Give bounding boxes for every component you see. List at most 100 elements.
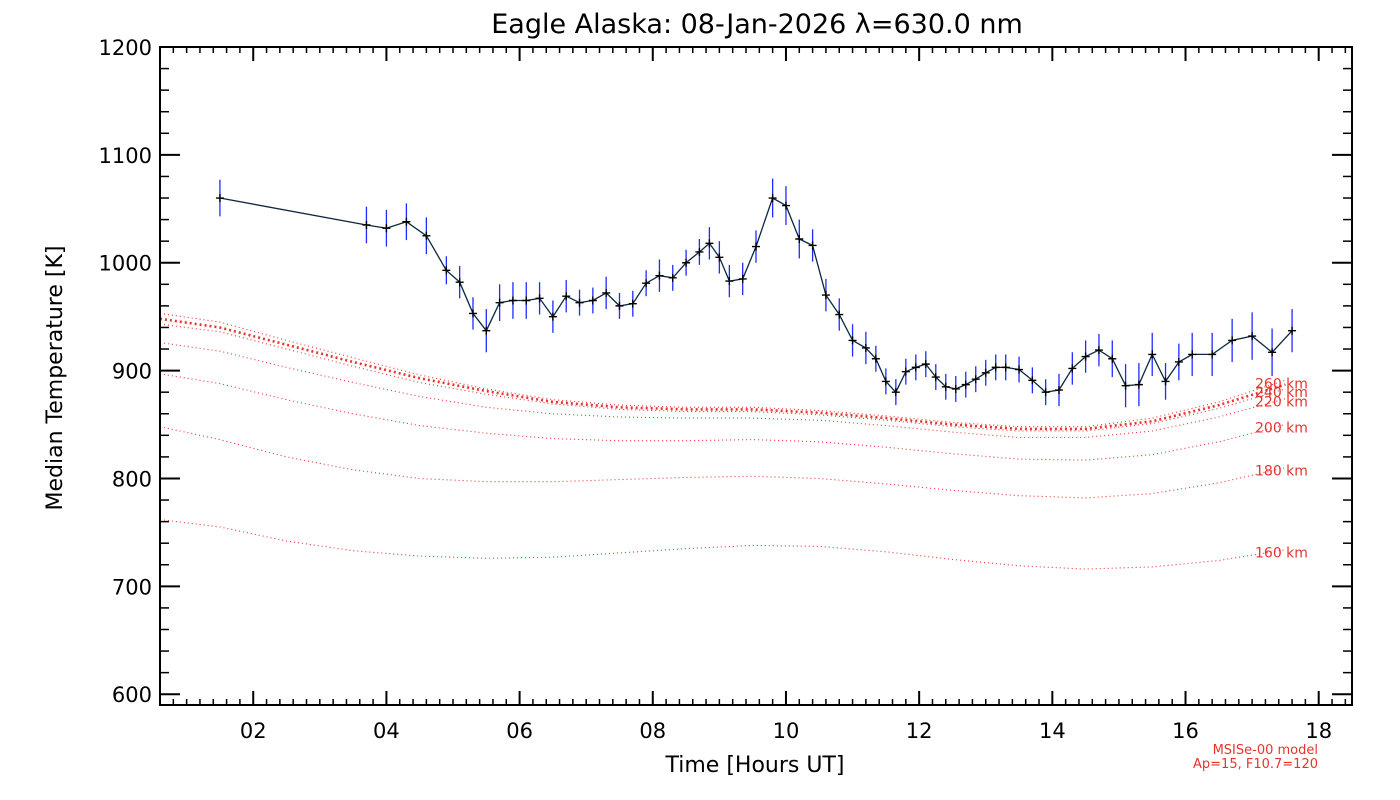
data-point bbox=[628, 299, 637, 308]
data-point bbox=[1028, 376, 1037, 385]
data-point bbox=[642, 279, 651, 288]
x-tick-label: 16 bbox=[1172, 719, 1199, 743]
x-tick-label: 18 bbox=[1305, 719, 1332, 743]
data-point bbox=[971, 375, 980, 384]
data-point bbox=[588, 296, 597, 305]
model-curve-220-km bbox=[159, 342, 1286, 439]
y-tick-label: 1200 bbox=[99, 36, 152, 60]
data-point bbox=[508, 296, 517, 305]
model-curve-240-km bbox=[159, 323, 1286, 432]
x-tick-label: 06 bbox=[506, 719, 533, 743]
data-point bbox=[901, 367, 910, 376]
data-point bbox=[215, 194, 224, 203]
model-label-260-km: 260 km bbox=[1255, 376, 1308, 392]
y-axis-label: Median Temperature [K] bbox=[43, 246, 68, 511]
data-point bbox=[1054, 386, 1063, 395]
data-point bbox=[861, 343, 870, 352]
axes: 02 04 06 08 10 12 14 16 18 600 700 800 900 1000 1100 12… bbox=[99, 36, 1353, 743]
data-point bbox=[362, 220, 371, 229]
data-point bbox=[795, 235, 804, 244]
data-point bbox=[931, 373, 940, 382]
data-point bbox=[615, 301, 624, 310]
data-point bbox=[961, 380, 970, 389]
data-point bbox=[1015, 365, 1024, 374]
data-point bbox=[495, 298, 504, 307]
data-point bbox=[535, 294, 544, 303]
data-point bbox=[1001, 363, 1010, 372]
model-curve-160-km bbox=[159, 518, 1286, 570]
data-point bbox=[1041, 388, 1050, 397]
model-label-220-km: 220 km bbox=[1255, 395, 1308, 411]
data-point bbox=[575, 298, 584, 307]
data-point bbox=[1148, 350, 1157, 359]
data-point bbox=[808, 241, 817, 250]
data-point bbox=[848, 336, 857, 345]
x-tick-label: 12 bbox=[906, 719, 933, 743]
data-point bbox=[602, 288, 611, 297]
data-point bbox=[655, 271, 664, 280]
data-point bbox=[668, 273, 677, 282]
data-point bbox=[1094, 346, 1103, 355]
data-point bbox=[522, 296, 531, 305]
data-point bbox=[468, 309, 477, 318]
y-tick-label: 1000 bbox=[99, 252, 152, 276]
model-curve-200-km bbox=[159, 373, 1286, 461]
model-annotation-line-1: MSISe-00 model bbox=[1213, 743, 1318, 758]
data-point bbox=[715, 253, 724, 262]
chart-title: Eagle Alaska: 08-Jan-2026 λ=630.0 nm bbox=[491, 9, 1023, 40]
plot-frame bbox=[159, 46, 1353, 706]
data-point bbox=[1188, 350, 1197, 359]
model-curve-180-km bbox=[159, 426, 1286, 499]
data-point bbox=[991, 363, 1000, 372]
x-tick-label: 10 bbox=[773, 719, 800, 743]
data-point bbox=[402, 217, 411, 226]
data-point bbox=[871, 354, 880, 363]
data-point bbox=[705, 239, 714, 248]
data-point bbox=[1288, 326, 1297, 335]
data-point bbox=[562, 292, 571, 301]
data-point bbox=[455, 278, 464, 287]
data-point bbox=[752, 242, 760, 251]
data-point bbox=[725, 277, 734, 286]
x-tick-label: 08 bbox=[639, 719, 666, 743]
data-point bbox=[835, 310, 844, 319]
model-annotation-line-2: Ap=15, F10.7=120 bbox=[1193, 757, 1318, 772]
data-point bbox=[382, 224, 391, 233]
y-tick-label: 700 bbox=[112, 575, 152, 599]
data-point bbox=[881, 377, 890, 386]
data-point bbox=[548, 312, 557, 321]
x-axis-label: Time [Hours UT] bbox=[665, 753, 845, 778]
data-point bbox=[682, 258, 691, 267]
measurement-series bbox=[215, 178, 1297, 408]
model-label-180-km: 180 km bbox=[1255, 464, 1308, 480]
x-tick-label: 04 bbox=[373, 719, 400, 743]
data-point bbox=[1161, 377, 1170, 386]
model-label-200-km: 200 km bbox=[1255, 421, 1308, 437]
data-point bbox=[482, 326, 491, 335]
data-point bbox=[941, 382, 950, 391]
data-point bbox=[1248, 332, 1257, 341]
model-curve-260-km bbox=[159, 312, 1286, 428]
data-point bbox=[1208, 350, 1217, 359]
data-point bbox=[891, 388, 900, 397]
data-point bbox=[911, 363, 920, 372]
x-tick-label: 14 bbox=[1039, 719, 1066, 743]
y-tick-label: 900 bbox=[112, 360, 152, 384]
data-point bbox=[1121, 381, 1130, 390]
data-point bbox=[695, 247, 704, 256]
data-point bbox=[1108, 354, 1117, 363]
data-point bbox=[981, 368, 990, 377]
model-label-240-km: 240 km bbox=[1255, 385, 1308, 401]
data-point bbox=[821, 291, 830, 300]
data-point bbox=[1068, 364, 1077, 373]
model-curve-250-km bbox=[159, 317, 1286, 431]
data-point bbox=[781, 201, 790, 210]
data-point bbox=[921, 360, 930, 369]
y-tick-label: 800 bbox=[112, 467, 152, 491]
data-point bbox=[951, 384, 960, 393]
data-point bbox=[1268, 348, 1277, 357]
model-label-160-km: 160 km bbox=[1255, 546, 1308, 562]
temperature-line bbox=[219, 197, 1293, 394]
